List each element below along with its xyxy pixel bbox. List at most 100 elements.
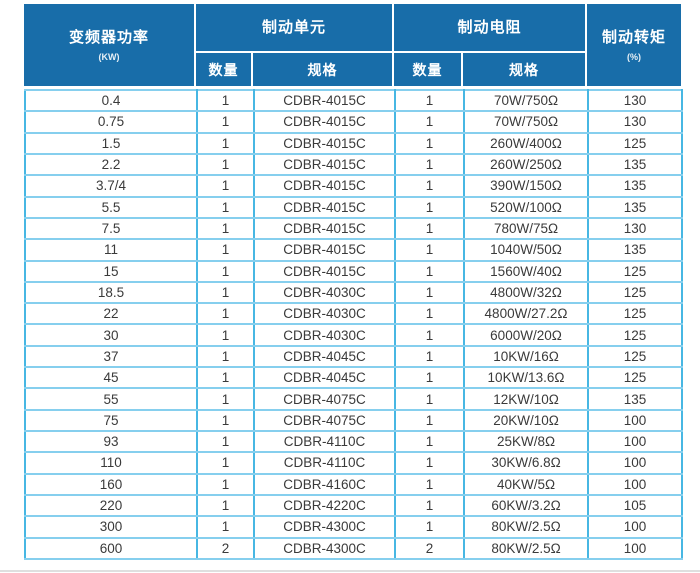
cell-resistor-qty: 1 — [394, 131, 465, 155]
cell-unit-qty: 1 — [196, 110, 255, 134]
cell-power-kw: 600 — [24, 536, 198, 561]
cell-resistor-spec: 10KW/16Ω — [463, 344, 589, 369]
table-row: 110 1 CDBR-4110C 1 30KW/6.8Ω 100 — [24, 451, 683, 475]
cell-torque-pct: 130 — [587, 216, 683, 241]
header-inverter-power-title: 变频器功率 — [68, 28, 149, 46]
cell-unit-qty: 1 — [196, 259, 255, 283]
cell-torque-pct: 125 — [587, 366, 683, 390]
cell-torque-pct: 125 — [587, 323, 683, 347]
cell-resistor-spec: 30KW/6.8Ω — [463, 451, 589, 475]
cell-torque-pct: 130 — [587, 88, 683, 113]
cell-unit-spec: CDBR-4110C — [253, 451, 396, 475]
cell-resistor-qty: 1 — [394, 408, 465, 433]
table-row: 3.7/4 1 CDBR-4015C 1 390W/150Ω 135 — [24, 174, 683, 198]
cell-torque-pct: 100 — [587, 515, 683, 539]
cell-unit-spec: CDBR-4030C — [253, 323, 396, 347]
table-row: 5.5 1 CDBR-4015C 1 520W/100Ω 135 — [24, 195, 683, 219]
cell-unit-spec: CDBR-4220C — [253, 493, 396, 518]
cell-unit-qty: 1 — [196, 451, 255, 475]
header-group-braking-unit-title: 制动单元 — [261, 18, 326, 36]
cell-power-kw: 37 — [24, 344, 198, 369]
cell-unit-spec: CDBR-4015C — [253, 174, 396, 198]
cell-resistor-spec: 4800W/32Ω — [463, 280, 589, 305]
cell-unit-spec: CDBR-4300C — [253, 536, 396, 561]
cell-unit-qty: 1 — [196, 88, 255, 113]
cell-unit-spec: CDBR-4030C — [253, 302, 396, 326]
cell-torque-pct: 125 — [587, 344, 683, 369]
cell-power-kw: 7.5 — [24, 216, 198, 241]
cell-unit-qty: 1 — [196, 408, 255, 433]
cell-resistor-qty: 1 — [394, 344, 465, 369]
cell-unit-spec: CDBR-4110C — [253, 429, 396, 454]
cell-unit-qty: 1 — [196, 152, 255, 177]
cell-resistor-qty: 1 — [394, 515, 465, 539]
cell-unit-spec: CDBR-4030C — [253, 280, 396, 305]
cell-resistor-spec: 1560W/40Ω — [463, 259, 589, 283]
cell-power-kw: 18.5 — [24, 280, 198, 305]
header-group-braking-resistor: 制动电阻 — [394, 4, 585, 51]
table-row: 220 1 CDBR-4220C 1 60KW/3.2Ω 105 — [24, 493, 683, 518]
cell-unit-spec: CDBR-4160C — [253, 472, 396, 496]
cell-resistor-spec: 390W/150Ω — [463, 174, 589, 198]
cell-resistor-spec: 70W/750Ω — [463, 110, 589, 134]
cell-unit-qty: 1 — [196, 387, 255, 411]
table-row: 0.4 1 CDBR-4015C 1 70W/750Ω 130 — [24, 88, 683, 113]
cell-unit-qty: 1 — [196, 280, 255, 305]
table-row: 30 1 CDBR-4030C 1 6000W/20Ω 125 — [24, 323, 683, 347]
cell-torque-pct: 100 — [587, 472, 683, 496]
cell-unit-qty: 1 — [196, 131, 255, 155]
table-row: 160 1 CDBR-4160C 1 40KW/5Ω 100 — [24, 472, 683, 496]
cell-resistor-qty: 1 — [394, 174, 465, 198]
cell-power-kw: 0.75 — [24, 110, 198, 134]
cell-unit-spec: CDBR-4015C — [253, 88, 396, 113]
cell-torque-pct: 135 — [587, 152, 683, 177]
header-braking-torque-unit: (%) — [627, 51, 641, 62]
cell-resistor-qty: 1 — [394, 238, 465, 262]
cell-torque-pct: 125 — [587, 259, 683, 283]
header-group-braking-resistor-title: 制动电阻 — [457, 18, 522, 36]
cell-torque-pct: 125 — [587, 302, 683, 326]
cell-unit-qty: 1 — [196, 344, 255, 369]
cell-torque-pct: 100 — [587, 451, 683, 475]
cell-torque-pct: 135 — [587, 174, 683, 198]
cell-resistor-spec: 70W/750Ω — [463, 88, 589, 113]
cell-resistor-spec: 1040W/50Ω — [463, 238, 589, 262]
cell-power-kw: 1.5 — [24, 131, 198, 155]
cell-resistor-spec: 780W/75Ω — [463, 216, 589, 241]
cell-power-kw: 93 — [24, 429, 198, 454]
cell-resistor-qty: 1 — [394, 366, 465, 390]
cell-unit-spec: CDBR-4015C — [253, 259, 396, 283]
cell-unit-spec: CDBR-4075C — [253, 408, 396, 433]
cell-resistor-spec: 520W/100Ω — [463, 195, 589, 219]
header-unit-spec-label: 规格 — [307, 61, 338, 78]
cell-resistor-qty: 1 — [394, 323, 465, 347]
cell-resistor-spec: 80KW/2.5Ω — [463, 515, 589, 539]
cell-resistor-spec: 260W/250Ω — [463, 152, 589, 177]
cell-resistor-qty: 1 — [394, 88, 465, 113]
table-row: 55 1 CDBR-4075C 1 12KW/10Ω 135 — [24, 387, 683, 411]
cell-resistor-spec: 6000W/20Ω — [463, 323, 589, 347]
cell-resistor-qty: 1 — [394, 493, 465, 518]
cell-torque-pct: 125 — [587, 131, 683, 155]
cell-resistor-spec: 12KW/10Ω — [463, 387, 589, 411]
cell-power-kw: 3.7/4 — [24, 174, 198, 198]
cell-resistor-spec: 20KW/10Ω — [463, 408, 589, 433]
header-inverter-power-unit: (KW) — [98, 51, 120, 62]
cell-power-kw: 300 — [24, 515, 198, 539]
header-resistor-qty: 数量 — [394, 53, 461, 86]
cell-unit-spec: CDBR-4015C — [253, 110, 396, 134]
header-unit-spec: 规格 — [253, 53, 392, 86]
header-inverter-power: 变频器功率 (KW) — [24, 4, 194, 86]
cell-power-kw: 160 — [24, 472, 198, 496]
table-row: 11 1 CDBR-4015C 1 1040W/50Ω 135 — [24, 238, 683, 262]
spec-table-rows: 0.4 1 CDBR-4015C 1 70W/750Ω 130 0.75 1 CDBR-4015… — [24, 88, 683, 561]
cell-unit-spec: CDBR-4015C — [253, 195, 396, 219]
table-row: 2.2 1 CDBR-4015C 1 260W/250Ω 135 — [24, 152, 683, 177]
cell-resistor-qty: 1 — [394, 152, 465, 177]
table-row: 37 1 CDBR-4045C 1 10KW/16Ω 125 — [24, 344, 683, 369]
cell-unit-spec: CDBR-4015C — [253, 238, 396, 262]
table-header: 变频器功率 (KW) 制动单元 制动电阻 制动转矩 (%) 数量 规格 数量 — [24, 4, 681, 86]
table-row: 300 1 CDBR-4300C 1 80KW/2.5Ω 100 — [24, 515, 683, 539]
cell-torque-pct: 135 — [587, 195, 683, 219]
